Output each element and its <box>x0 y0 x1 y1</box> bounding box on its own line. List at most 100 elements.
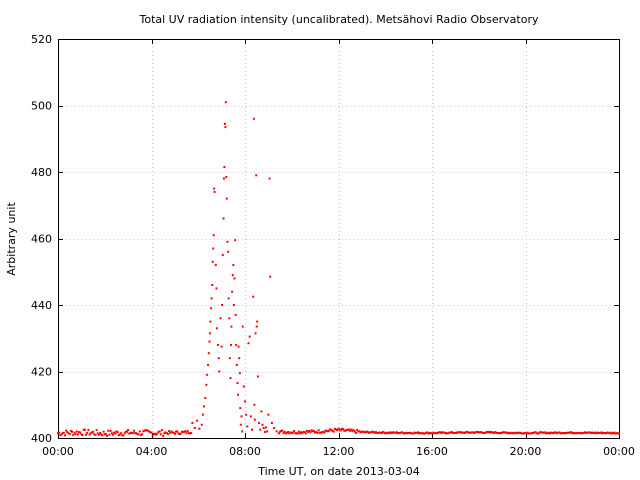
data-point <box>211 284 214 286</box>
data-point <box>138 430 141 433</box>
data-point <box>374 431 377 434</box>
data-point <box>178 433 181 436</box>
data-point <box>338 428 341 431</box>
data-point <box>507 432 509 435</box>
data-point <box>481 431 484 434</box>
data-point <box>497 432 500 434</box>
data-point <box>427 432 430 435</box>
data-point <box>348 428 350 431</box>
data-point <box>321 431 324 434</box>
data-point <box>453 431 456 434</box>
data-point <box>221 304 224 306</box>
data-point <box>498 432 501 435</box>
data-point <box>185 432 188 435</box>
data-point <box>511 432 514 435</box>
data-point <box>94 433 97 436</box>
data-point <box>196 419 199 422</box>
data-point <box>206 373 209 376</box>
data-point <box>224 101 227 104</box>
data-point <box>231 290 234 293</box>
data-point <box>317 429 320 432</box>
data-point <box>372 431 375 434</box>
data-point <box>277 432 280 435</box>
data-point <box>266 430 269 433</box>
data-point <box>242 385 245 388</box>
data-point <box>532 431 535 434</box>
data-point <box>464 431 467 434</box>
y-tick-label: 420 <box>31 366 52 379</box>
data-point <box>193 427 196 429</box>
data-point <box>305 429 308 432</box>
data-point <box>400 431 403 434</box>
data-point <box>136 433 139 436</box>
data-point <box>439 431 442 434</box>
data-point <box>449 431 452 434</box>
data-point <box>533 431 536 434</box>
data-point <box>478 431 481 434</box>
data-point <box>239 423 242 426</box>
data-point <box>551 432 554 434</box>
data-point <box>228 317 231 320</box>
data-point <box>230 343 232 346</box>
x-tick-label: 04:00 <box>136 445 168 458</box>
data-point <box>388 432 391 435</box>
data-point <box>420 432 423 435</box>
data-point <box>522 432 525 435</box>
data-point <box>468 431 471 434</box>
data-point <box>314 431 317 434</box>
data-point <box>87 428 90 431</box>
data-point <box>487 431 490 434</box>
data-point <box>440 432 443 434</box>
data-point <box>62 431 65 434</box>
data-point <box>369 431 372 434</box>
data-point <box>428 431 431 434</box>
data-point <box>95 429 98 432</box>
data-point <box>213 190 216 193</box>
x-tick-label: 20:00 <box>510 445 542 458</box>
data-point <box>542 431 544 434</box>
data-point <box>222 217 225 220</box>
data-point <box>592 431 595 434</box>
data-point <box>587 431 590 434</box>
data-point <box>367 431 370 434</box>
data-point <box>443 431 446 434</box>
data-point <box>467 431 470 434</box>
data-point <box>154 432 156 435</box>
data-point <box>504 431 507 434</box>
data-point <box>164 431 167 434</box>
data-point <box>270 422 273 424</box>
data-point <box>168 430 170 433</box>
data-point <box>607 431 610 434</box>
x-tick-labels: 00:00 04:00 08:00 12:00 16:00 20:00 00:00 <box>42 445 635 458</box>
data-point <box>525 432 528 435</box>
data-point <box>503 431 506 434</box>
data-point <box>558 431 561 434</box>
data-point <box>102 430 105 433</box>
data-point <box>293 430 296 432</box>
data-point <box>133 429 135 432</box>
data-point <box>109 429 112 432</box>
data-point <box>432 432 435 435</box>
data-point <box>469 431 472 434</box>
data-point <box>203 405 206 408</box>
data-point <box>140 434 142 437</box>
data-point <box>454 431 457 434</box>
data-point <box>410 432 412 435</box>
data-point <box>103 433 106 436</box>
data-point <box>618 432 620 435</box>
data-point <box>356 429 359 431</box>
data-point <box>408 431 411 434</box>
data-point <box>477 431 480 434</box>
data-point <box>227 297 230 300</box>
data-point <box>543 431 546 434</box>
data-point <box>129 432 132 435</box>
data-point <box>342 428 345 431</box>
data-point <box>383 431 386 434</box>
data-point <box>473 431 476 434</box>
data-point <box>540 431 543 434</box>
data-point <box>241 325 244 328</box>
data-point <box>214 264 217 267</box>
data-point <box>528 432 530 435</box>
y-tick-labels: 400 420 440 460 480 500 520 <box>31 33 52 445</box>
data-point <box>424 432 426 435</box>
